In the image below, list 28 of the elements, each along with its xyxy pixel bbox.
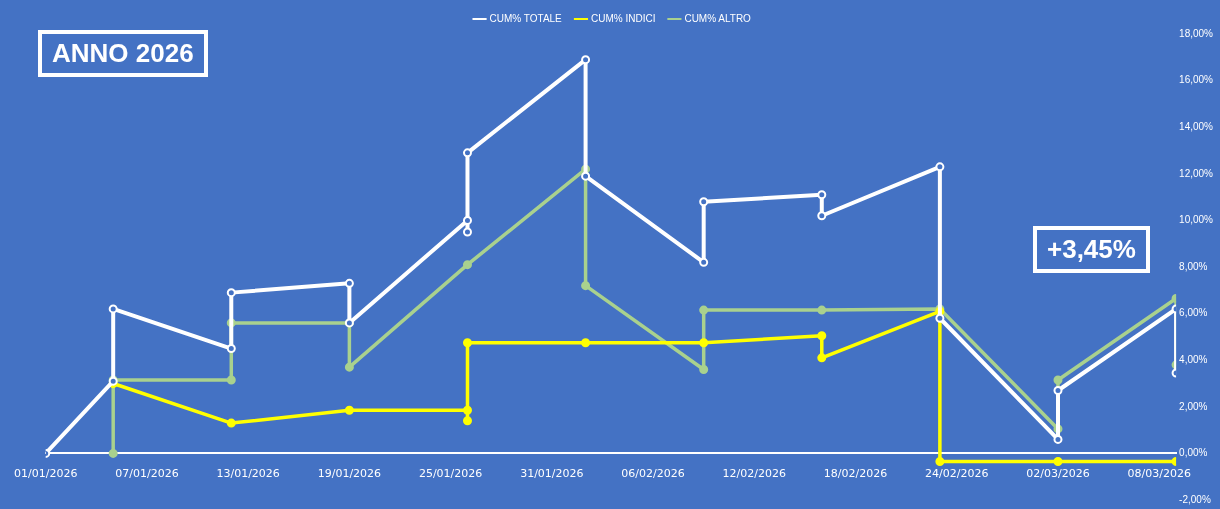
legend-label: CUM% INDICI <box>590 12 656 24</box>
x-tick-label: 24/02/2026 <box>925 466 989 480</box>
x-tick-label: 02/03/2026 <box>1026 466 1090 480</box>
x-tick-label: 13/01/2026 <box>216 466 280 480</box>
annotation: ANNO 2026 <box>38 30 208 77</box>
x-tick-label: 31/01/2026 <box>520 466 584 480</box>
legend-label: CUM% ALTRO <box>684 12 752 24</box>
x-tick-label: 08/03/2026 <box>1127 466 1191 480</box>
x-tick-label: 19/01/2026 <box>317 466 382 480</box>
y-tick-label: 12,00% <box>1179 167 1214 179</box>
y-tick-label: 16,00% <box>1179 74 1214 86</box>
x-tick-label: 06/02/2026 <box>621 466 685 480</box>
y-tick-label: 6,00% <box>1179 307 1208 319</box>
legend-label: CUM% TOTALE <box>489 12 563 24</box>
x-tick-label: 07/01/2026 <box>115 466 179 480</box>
x-tick-label: 25/01/2026 <box>418 466 483 480</box>
x-tick-label: 12/02/2026 <box>722 466 786 480</box>
x-tick-label: 01/01/2026 <box>14 466 78 480</box>
y-tick-label: 10,00% <box>1179 214 1214 226</box>
y-tick-label: 14,00% <box>1179 120 1214 132</box>
y-tick-label: 18,00% <box>1179 27 1214 39</box>
y-tick-label: 4,00% <box>1179 353 1208 365</box>
y-tick-label: 8,00% <box>1179 260 1208 272</box>
annotation: +3,45% <box>1033 226 1150 273</box>
x-tick-label: 18/02/2026 <box>823 466 888 480</box>
y-tick-label: -2,00% <box>1179 493 1211 505</box>
y-tick-label: 0,00% <box>1179 447 1208 459</box>
y-tick-label: 2,00% <box>1179 400 1208 412</box>
